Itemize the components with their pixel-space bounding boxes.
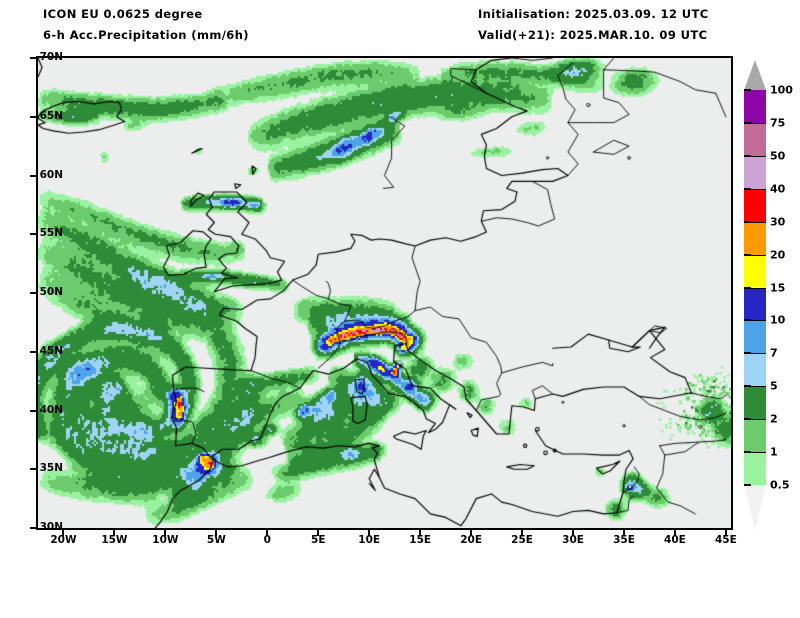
latitude-tick-label: 65N (39, 109, 63, 122)
longitude-tick-mark (572, 530, 575, 536)
latitude-tick-mark (30, 57, 36, 59)
latitude-tick-label: 55N (39, 227, 63, 240)
longitude-tick-mark (724, 530, 727, 536)
colorbar-segments (744, 90, 766, 485)
colorbar-under-arrow (744, 485, 766, 530)
colorbar-segment (744, 90, 766, 123)
longitude-tick-mark (266, 530, 269, 536)
latitude-tick-label: 60N (39, 168, 63, 181)
longitude-tick-label: 45E (714, 534, 737, 546)
colorbar-over-arrow (744, 60, 766, 90)
latitude-tick-mark (30, 468, 36, 471)
colorbar-segment (744, 155, 766, 189)
colorbar-tick-mark (744, 418, 751, 420)
model-name-label: ICON EU 0.0625 degree (43, 7, 203, 21)
colorbar-segment (744, 221, 766, 255)
latitude-tick-label: 70N (39, 51, 63, 63)
longitude-tick-label: 15W (101, 534, 128, 546)
latitude-tick-mark (30, 409, 36, 412)
colorbar-tick-mark (744, 89, 751, 91)
colorbar-tick-mark (744, 121, 751, 124)
colorbar-tick-mark (744, 385, 751, 387)
longitude-tick-label: 5W (206, 534, 226, 546)
colorbar-tick-mark (744, 319, 751, 321)
latitude-tick-mark (30, 292, 36, 294)
latitude-tick-label: 50N (39, 286, 63, 298)
colorbar-tick-label: 2 (770, 412, 778, 426)
longitude-tick-label: 20E (460, 534, 483, 546)
colorbar-tick-mark (744, 484, 751, 486)
latitude-tick-mark (30, 115, 36, 118)
precipitation-raster (38, 58, 731, 528)
longitude-tick-mark (62, 530, 65, 536)
map-plot-area (36, 56, 733, 530)
colorbar-segment (744, 188, 766, 222)
colorbar-segment (744, 386, 766, 420)
longitude-tick-label: 10E (358, 534, 381, 546)
longitude-tick-label: 10W (152, 534, 179, 546)
colorbar-tick-mark (744, 352, 751, 354)
colorbar-tick-mark (744, 154, 751, 157)
colorbar-segment (744, 452, 766, 485)
longitude-tick-label: 40E (664, 534, 686, 546)
colorbar-segment (744, 320, 766, 354)
colorbar-tick-label: 50 (770, 149, 786, 163)
colorbar-tick-mark (744, 187, 751, 190)
longitude-tick-mark (419, 530, 422, 536)
latitude-tick-label: 30N (39, 521, 63, 533)
longitude-tick-mark (368, 530, 371, 536)
colorbar-segment (744, 419, 766, 453)
longitude-tick-mark (470, 530, 473, 536)
latitude-tick-mark (30, 350, 36, 353)
longitude-tick-label: 20W (50, 534, 77, 546)
colorbar-segment (744, 287, 766, 321)
colorbar-tick-mark (744, 253, 751, 256)
latitude-tick-mark (30, 233, 36, 236)
longitude-tick-label: 0 (263, 534, 271, 546)
latitude-tick-label: 45N (39, 344, 63, 357)
precipitation-colorbar: 100 75 50 40 30 20 15 10 7 5 2 1 0.5 (744, 60, 800, 530)
longitude-tick-mark (622, 530, 625, 536)
colorbar-tick-label: 0.5 (770, 478, 790, 492)
longitude-tick-mark (521, 530, 524, 536)
longitude-tick-label: 15E (409, 534, 432, 546)
colorbar-tick-label: 40 (770, 182, 786, 196)
colorbar-tick-label: 5 (770, 379, 778, 393)
colorbar-tick-mark (744, 451, 751, 453)
colorbar-segment (744, 353, 766, 387)
latitude-tick-label: 40N (39, 403, 63, 416)
colorbar-tick-label: 1 (770, 445, 778, 459)
longitude-tick-label: 5E (311, 534, 326, 546)
colorbar-tick-mark (744, 286, 751, 288)
longitude-tick-mark (317, 530, 320, 536)
colorbar-tick-label: 75 (770, 116, 786, 130)
longitude-tick-label: 35E (613, 534, 635, 546)
latitude-tick-mark (30, 174, 36, 177)
longitude-tick-mark (113, 530, 116, 536)
colorbar-tick-label: 10 (770, 313, 786, 327)
field-name-label: 6-h Acc.Precipitation (mm/6h) (43, 28, 249, 42)
colorbar-segment (744, 122, 766, 156)
latitude-tick-label: 35N (39, 462, 63, 475)
latitude-tick-mark (30, 527, 36, 529)
longitude-tick-mark (673, 530, 676, 536)
longitude-tick-mark (164, 530, 167, 536)
colorbar-tick-mark (744, 220, 751, 223)
colorbar-tick-label: 30 (770, 215, 786, 229)
valid-time-label: Valid(+21): 2025.MAR.10. 09 UTC (478, 28, 708, 42)
longitude-tick-label: 25E (511, 534, 533, 546)
colorbar-segment (744, 254, 766, 288)
colorbar-tick-label: 20 (770, 248, 786, 262)
initialisation-label: Initialisation: 2025.03.09. 12 UTC (478, 7, 709, 21)
colorbar-tick-label: 100 (770, 83, 793, 97)
longitude-tick-label: 30E (562, 534, 584, 546)
longitude-tick-mark (215, 530, 218, 536)
colorbar-tick-label: 15 (770, 281, 786, 294)
colorbar-tick-label: 7 (770, 346, 778, 360)
